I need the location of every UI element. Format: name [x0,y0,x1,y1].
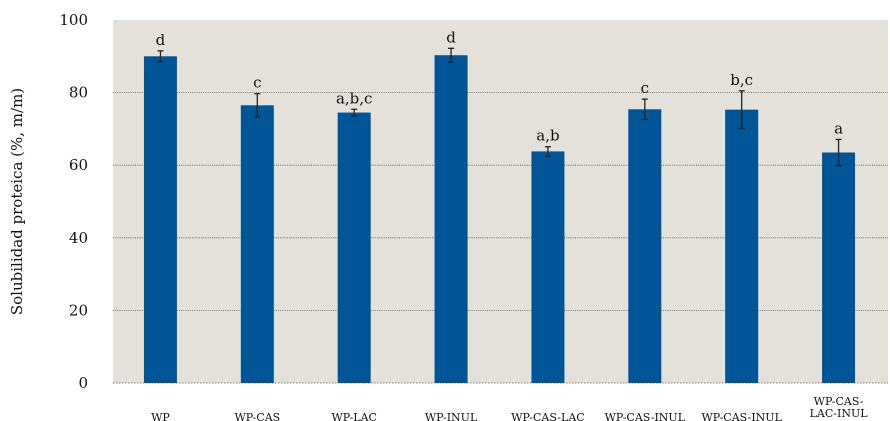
error-bar-7 [835,138,842,167]
error-bar-6 [738,90,745,130]
y-tick-label-0: 0 [78,374,88,392]
x-tick-label-7: WP-CAS-LAC-INUL [810,395,869,420]
x-tick-label-4: WP-CAS-LAC [511,411,585,421]
significance-letter-1: c [253,74,261,92]
y-tick-label-60: 60 [69,156,88,174]
bar-0 [143,56,177,384]
significance-letters: d c a,b,c d a,b c b,c a [156,28,843,144]
y-tick-label-20: 20 [69,301,88,319]
error-bar-0 [157,50,164,63]
x-tick-label-1: WP-CAS [234,411,280,421]
significance-letter-4: a,b [536,127,559,145]
error-bar-3 [448,47,455,63]
bar-3 [434,55,468,383]
y-axis-title: Solubilidad proteica (%, m/m) [8,88,26,315]
bar-4 [531,151,565,383]
significance-letter-6: b,c [730,71,753,89]
error-bars [157,47,842,167]
x-tick-label-2: WP-LAC [331,411,377,421]
error-bar-5 [641,98,648,121]
x-tick-label-0: WP [151,411,170,421]
plot-area [113,20,888,383]
bar-7 [822,152,856,383]
error-bar-1 [254,93,261,118]
y-axis-ticks: 0 20 40 60 80 100 [59,11,88,392]
significance-letter-2: a,b,c [336,89,372,107]
significance-letter-0: d [156,31,166,49]
significance-letter-7: a [834,119,843,137]
y-tick-label-100: 100 [59,11,88,29]
error-bar-4 [544,146,551,157]
significance-letter-3: d [446,28,456,46]
bar-2 [337,112,371,383]
significance-letter-5: c [641,79,649,97]
error-bar-2 [351,108,358,117]
y-tick-label-80: 80 [69,84,88,102]
x-tick-label-6: WP-CAS-INUL [701,411,782,421]
bars [143,55,856,384]
x-tick-label-5: WP-CAS-INUL [605,411,686,421]
bar-6 [725,109,759,383]
x-axis-categories: WP WP-CAS WP-LAC WP-INUL WP-CAS-LAC WP-CAS-IN… [151,395,868,421]
y-tick-label-40: 40 [69,229,88,247]
x-tick-label-3: WP-INUL [425,411,478,421]
bar-1 [240,105,274,384]
bar-5 [628,109,662,383]
